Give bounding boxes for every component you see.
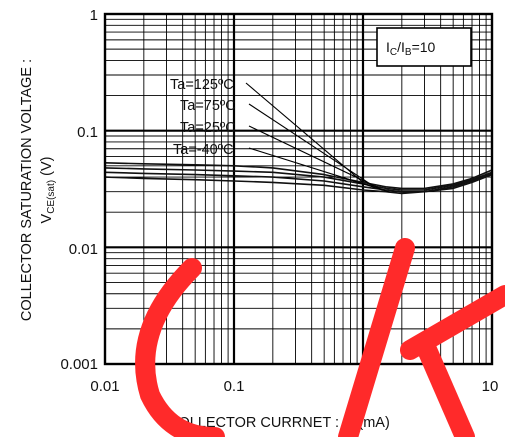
y-axis-title-sub: CE(sat)	[46, 180, 57, 214]
watermark-stroke	[415, 335, 475, 437]
y-axis-title-v: V	[39, 213, 55, 223]
watermark	[135, 238, 505, 437]
watermark-stroke	[338, 238, 415, 437]
y-tick-label: 0.001	[60, 356, 98, 373]
watermark-stroke	[135, 258, 225, 437]
condition-value: =10	[412, 39, 436, 55]
condition-slash: /I	[397, 39, 405, 55]
series-label-minus40: Ta=-40ºC	[173, 142, 234, 158]
y-axis-title-unit: (V)	[39, 157, 55, 180]
x-tick-label: 0.1	[224, 378, 245, 395]
label-leader-3	[248, 147, 390, 193]
plot-frame	[103, 12, 494, 366]
series-group	[104, 162, 493, 195]
label-leaders	[245, 82, 390, 193]
condition-text: IC/IB=10	[386, 39, 436, 58]
series-label-75: Ta=75ºC	[180, 98, 236, 114]
condition-box-frame	[376, 27, 472, 67]
series-line-2	[104, 171, 493, 193]
y-axis-title-line1: COLLECTOR SATURATION VOLTAGE :	[19, 59, 35, 321]
y-tick-label: 0.1	[77, 124, 98, 141]
y-tick-label: 0.01	[69, 241, 98, 258]
x-tick-label: 10	[482, 378, 499, 395]
x-tick-label: 0.01	[90, 378, 119, 395]
condition-sub-c: C	[390, 47, 397, 58]
label-leader-1	[248, 103, 374, 187]
series-label-125: Ta=125ºC	[170, 77, 234, 93]
series-line-3	[104, 173, 493, 195]
condition-sub-b: B	[405, 47, 412, 58]
series-label-25: Ta=25ºC	[180, 120, 236, 136]
y-tick-label: 1	[90, 7, 98, 24]
y-axis-title-line2: VCE(sat) (V)	[39, 157, 57, 224]
condition-box: IC/IB=10	[376, 27, 472, 67]
condition-i: I	[386, 39, 390, 55]
label-leader-2	[248, 125, 383, 190]
